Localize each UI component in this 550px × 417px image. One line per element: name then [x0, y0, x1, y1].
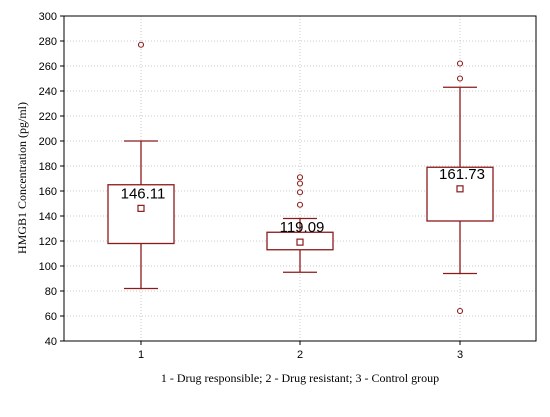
y-tick-label: 120 — [39, 236, 57, 248]
y-tick-label: 160 — [39, 186, 57, 198]
outlier-point — [137, 41, 145, 48]
outlier-point — [456, 75, 464, 82]
mean-label: 146.11 — [121, 185, 166, 202]
mean-marker — [296, 238, 304, 246]
box-group-1: 146.11 — [107, 41, 175, 290]
x-tick-label: 3 — [457, 349, 463, 361]
mean-label: 119.09 — [280, 219, 325, 236]
mean-label: 161.73 — [439, 166, 485, 183]
boxes: 146.11 119.09 161.73 — [107, 41, 494, 315]
y-tick-label: 60 — [45, 311, 57, 323]
x-tick-label: 1 — [138, 349, 144, 361]
y-tick-label: 260 — [39, 61, 57, 73]
y-tick-label: 220 — [39, 111, 57, 123]
outlier-point — [456, 307, 464, 315]
iqr-box — [426, 166, 494, 222]
y-axis-title: HMGB1 Concentration (pg/ml) — [15, 102, 29, 254]
outlier-point — [296, 180, 304, 187]
outlier-point — [296, 189, 304, 196]
y-tick-label: 40 — [45, 336, 57, 348]
outlier-point — [296, 201, 304, 208]
x-tick-label: 2 — [297, 349, 303, 361]
x-axis-title: 1 - Drug responsible; 2 - Drug resistant… — [161, 371, 439, 385]
x-axis: 1 2 3 — [138, 341, 463, 361]
y-tick-label: 100 — [39, 261, 57, 273]
box-group-2: 119.09 — [266, 174, 334, 273]
iqr-box — [107, 184, 175, 245]
y-tick-label: 200 — [39, 136, 57, 148]
outlier-point — [296, 174, 304, 181]
outlier-point — [456, 60, 464, 67]
y-tick-label: 240 — [39, 86, 57, 98]
y-tick-label: 140 — [39, 211, 57, 223]
y-tick-label: 300 — [39, 11, 57, 23]
mean-marker — [137, 204, 145, 212]
y-axis: 40 60 80 100 120 140 160 180 200 220 240 260 280 300 — [39, 11, 64, 348]
y-tick-label: 80 — [45, 286, 57, 298]
mean-marker — [456, 185, 464, 193]
y-tick-label: 180 — [39, 161, 57, 173]
y-tick-label: 280 — [39, 36, 57, 48]
box-group-3: 161.73 — [426, 60, 494, 315]
